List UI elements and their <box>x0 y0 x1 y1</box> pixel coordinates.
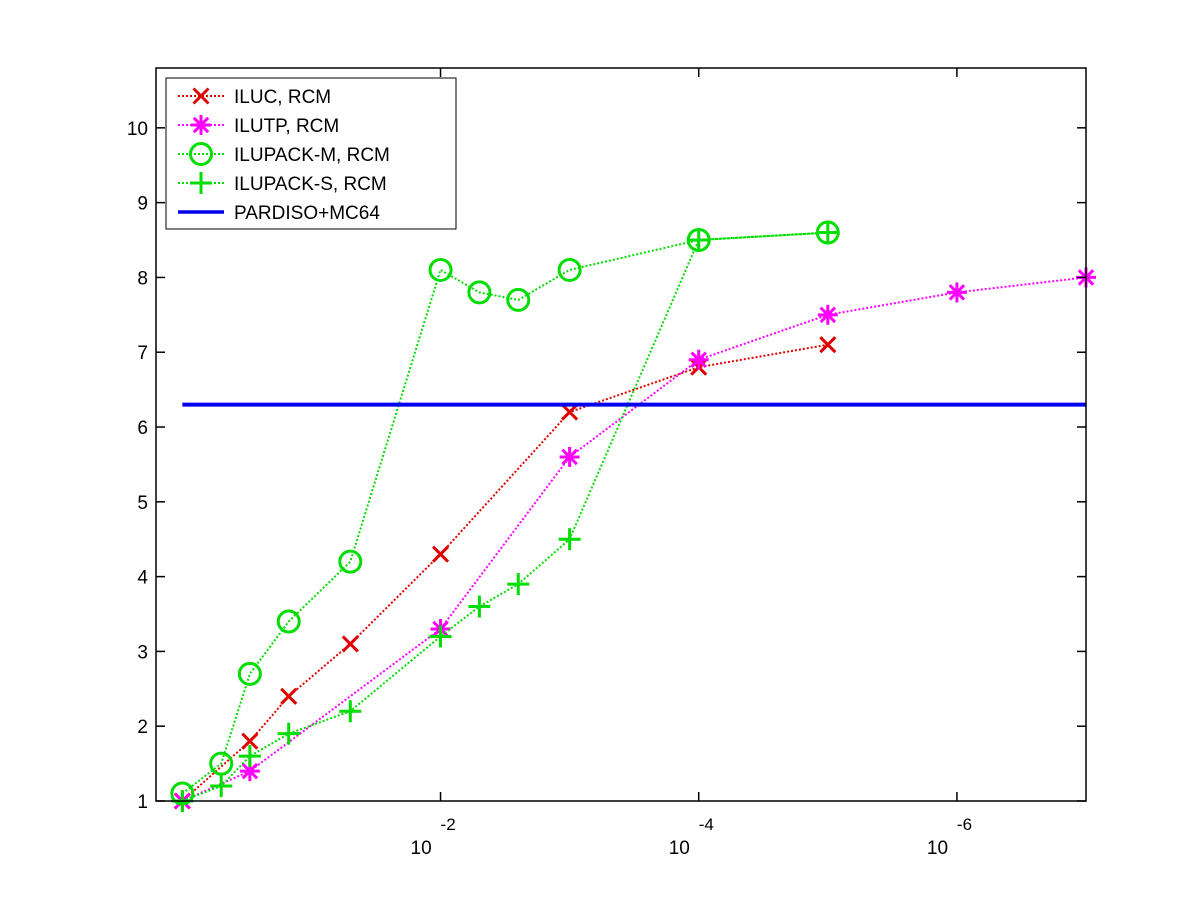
marker-stroke <box>819 336 837 354</box>
y-tick-label: 9 <box>137 194 148 215</box>
marker-stroke <box>431 545 450 563</box>
legend-label: ILUPACK-M, RCM <box>234 145 390 166</box>
data-point <box>431 545 450 563</box>
legend-entry: ILUC, RCM <box>178 87 331 108</box>
x-tick-label-exponent: -6 <box>957 815 972 834</box>
y-tick-label: 3 <box>137 642 148 663</box>
marker-stroke <box>948 284 966 301</box>
data-point <box>687 229 710 252</box>
marker-stroke <box>506 287 531 312</box>
legend-label: ILUPACK-S, RCM <box>234 174 387 195</box>
legend-marker <box>189 142 213 166</box>
y-tick-label: 6 <box>137 418 148 439</box>
data-point <box>816 221 839 244</box>
marker-stroke <box>189 142 213 166</box>
x-tick-label-base: 10 <box>927 838 948 859</box>
marker-stroke <box>276 609 301 634</box>
marker-stroke <box>341 635 359 653</box>
data-point <box>467 280 492 305</box>
data-point <box>688 349 709 370</box>
marker-stroke <box>428 257 453 282</box>
marker-stroke <box>241 762 259 780</box>
marker-stroke <box>338 549 363 574</box>
data-point <box>557 257 582 282</box>
legend-marker <box>190 172 212 194</box>
data-point <box>210 775 233 798</box>
tick-layer: 1 2 3 4 5 6 7 8 9 10 10 -2 10 -4 10 -6 <box>127 68 1086 859</box>
data-point <box>819 336 837 354</box>
legend: ILUC, RCM ILUTP, RCM ILUPACK-M, RCM ILUPACK… <box>165 77 457 230</box>
legend-marker <box>191 115 211 135</box>
y-tick-label: 4 <box>137 568 148 589</box>
data-point <box>276 609 301 634</box>
marker-stroke <box>561 448 578 466</box>
legend-marker <box>192 87 210 105</box>
data-point <box>946 282 967 303</box>
marker-stroke <box>192 87 210 105</box>
x-tick-label-base: 10 <box>669 838 690 859</box>
legend-entry: ILUPACK-M, RCM <box>178 142 390 166</box>
data-point <box>817 304 838 325</box>
legend-label: ILUC, RCM <box>234 87 331 108</box>
legend-entry: ILUPACK-S, RCM <box>178 172 387 195</box>
x-tick-label-exponent: -4 <box>699 815 714 834</box>
marker-stroke <box>192 116 210 134</box>
data-point <box>280 687 298 705</box>
y-tick-label: 10 <box>127 119 148 140</box>
data-point <box>339 700 362 723</box>
marker-stroke <box>819 306 837 324</box>
marker-stroke <box>209 751 234 776</box>
data-point <box>238 745 261 768</box>
data-point <box>341 635 359 653</box>
data-point <box>561 403 579 421</box>
data-point <box>241 732 259 750</box>
data-point <box>558 528 581 551</box>
data-point <box>506 287 531 312</box>
data-point <box>338 549 363 574</box>
data-point <box>209 751 234 776</box>
marker-stroke <box>467 280 492 305</box>
series-line <box>182 231 828 802</box>
x-tick-label-exponent: -2 <box>441 815 456 834</box>
marker-stroke <box>241 732 259 750</box>
y-tick-label: 1 <box>137 792 148 813</box>
legend-entry: ILUTP, RCM <box>178 115 339 137</box>
data-point <box>468 595 491 618</box>
legend-label: ILUTP, RCM <box>234 116 339 137</box>
x-tick-label-base: 10 <box>411 838 432 859</box>
marker-stroke <box>237 661 262 686</box>
legend-entry: PARDISO+MC64 <box>178 203 380 224</box>
data-point <box>559 446 580 467</box>
series-line <box>181 276 1087 802</box>
data-point <box>428 257 453 282</box>
marker-stroke <box>561 403 579 421</box>
y-tick-label: 5 <box>137 493 148 514</box>
data-point <box>429 625 452 648</box>
axes-frame <box>155 67 1087 802</box>
marker-stroke <box>557 257 582 282</box>
marker-stroke <box>690 351 707 368</box>
y-tick-label: 8 <box>137 268 148 289</box>
legend-label: PARDISO+MC64 <box>234 203 380 224</box>
data-point <box>237 661 262 686</box>
marker-stroke <box>280 687 298 705</box>
y-tick-label: 7 <box>137 343 148 364</box>
data-point <box>277 722 300 745</box>
data-point <box>507 573 530 596</box>
y-tick-label: 2 <box>137 717 148 738</box>
